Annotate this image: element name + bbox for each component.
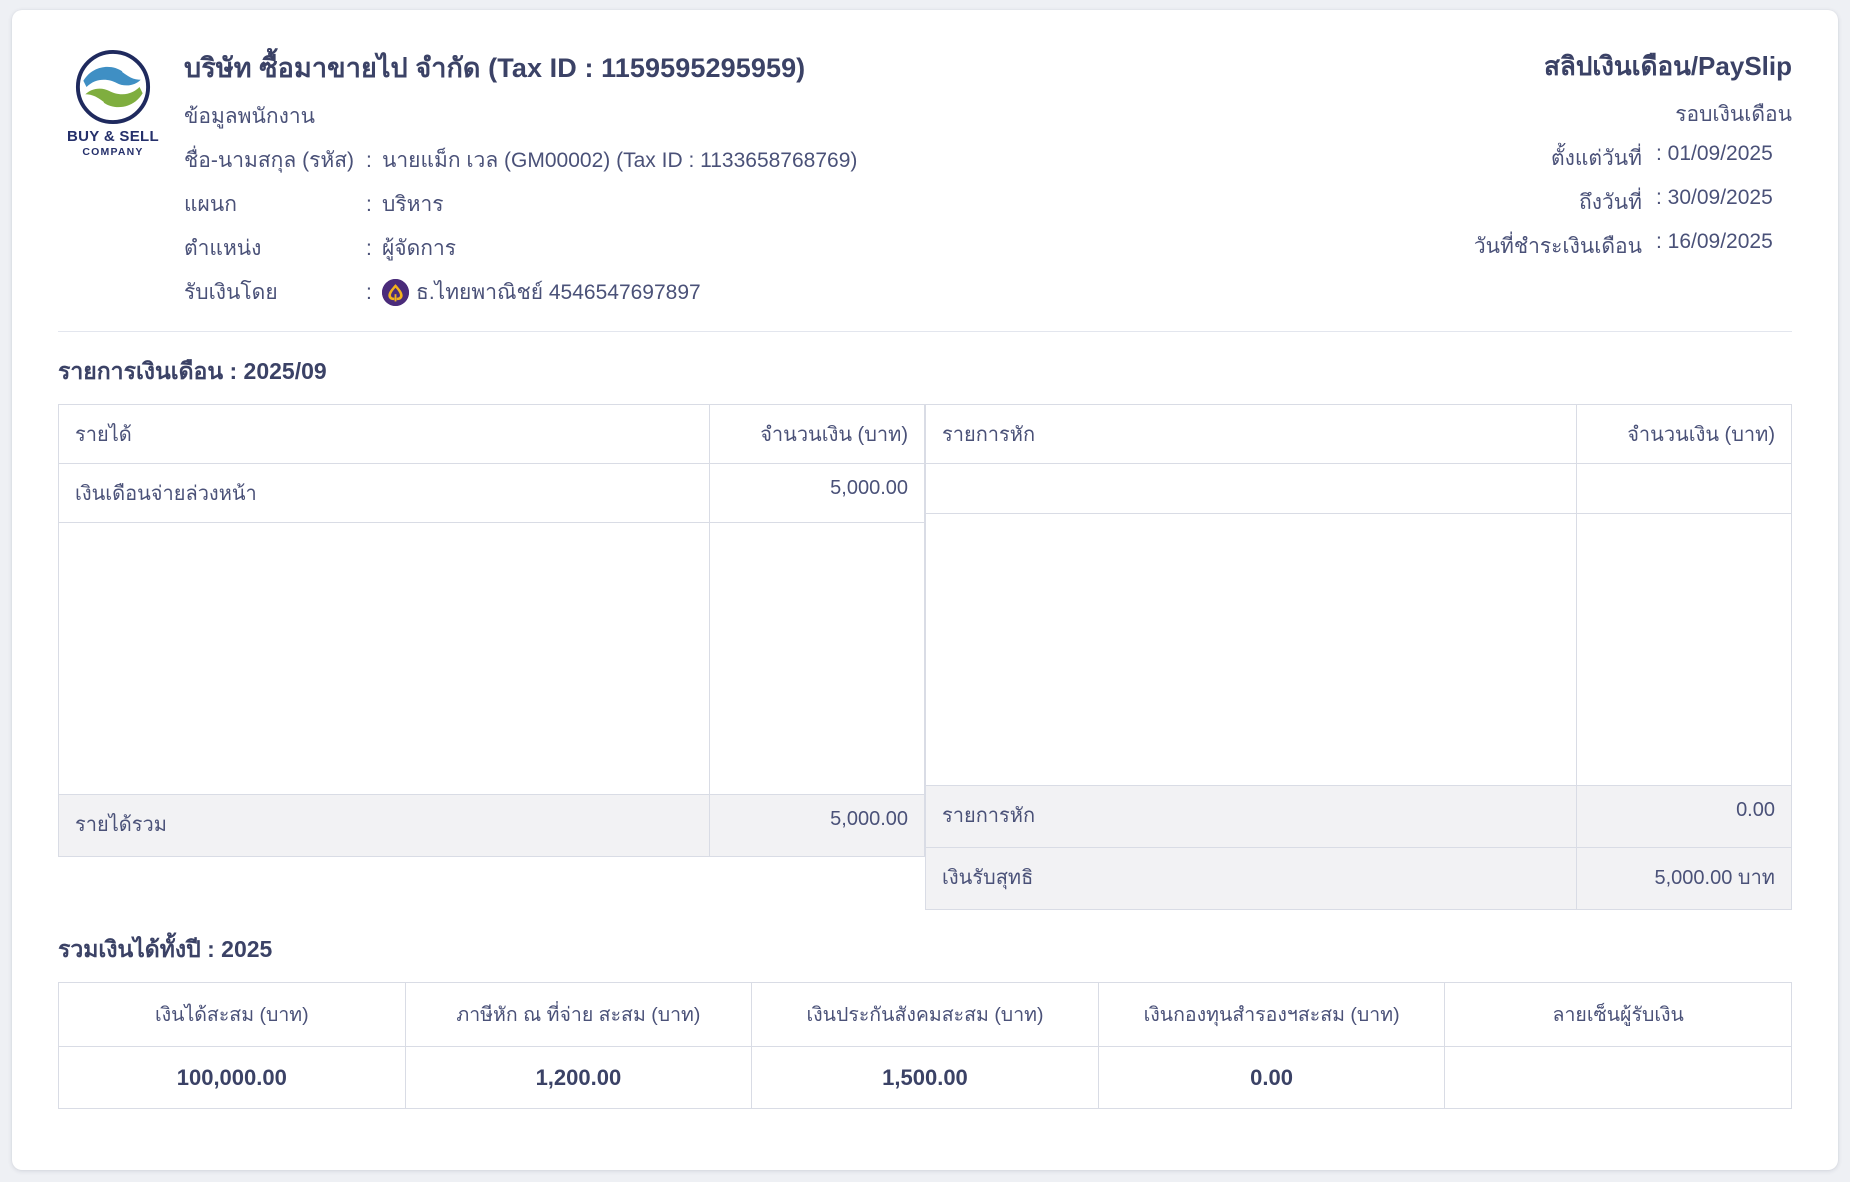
yearly-value-accumulated-provident-fund: 0.00 [1097,1046,1446,1109]
yearly-summary-table: เงินได้สะสม (บาท) ภาษีหัก ณ ที่จ่าย สะสม… [58,982,1792,1109]
yearly-header-accumulated-income: เงินได้สะสม (บาท) [58,982,406,1047]
income-item-description: เงินเดือนจ่ายล่วงหน้า [58,463,710,523]
employee-label-name: ชื่อ-นามสกุล (รหัส) [184,149,355,172]
period-label-to: ถึงวันที่ [1579,191,1642,214]
deduction-table: รายการหัก จำนวนเงิน (บาท) [925,404,1792,910]
employee-value-department-wrap: บริหาร [382,188,444,221]
yearly-header-recipient-signature: ลายเซ็นผู้รับเงิน [1444,982,1792,1047]
signature-cell[interactable] [1444,1046,1792,1109]
two-hands-circle-logo-icon [74,48,152,126]
income-table-header-row: รายได้ จำนวนเงิน (บาท) [58,404,925,464]
yearly-header-accumulated-withholding-tax: ภาษีหัก ณ ที่จ่าย สะสม (บาท) [404,982,753,1047]
deduction-total-amount: 0.00 [1576,785,1792,848]
logo-wordmark-secondary: COMPANY [82,146,144,158]
deduction-filler-cell-left [925,513,1577,786]
company-logo: BUY & SELL COMPANY [58,44,168,158]
deduction-total-row: รายการหัก 0.00 [925,785,1792,848]
employee-value-position-wrap: ผู้จัดการ [382,232,456,265]
net-pay-amount: 5,000.00 บาท [1576,847,1792,910]
yearly-value-accumulated-income: 100,000.00 [58,1046,406,1109]
payslip-title: สลิปเงินเดือน/PaySlip [1544,51,1792,81]
income-table-column: รายได้ จำนวนเงิน (บาท) เงินเดือนจ่ายล่วง… [58,404,925,910]
income-total-amount: 5,000.00 [709,794,925,857]
employee-value-payment-method-wrap: ธ.ไทยพาณิชย์ 4546547697897 [382,276,701,309]
income-filler-cell-left [58,522,710,795]
income-header-description: รายได้ [58,404,710,464]
net-pay-row: เงินรับสุทธิ 5,000.00 บาท [925,847,1792,910]
logo-wordmark-primary: BUY & SELL [67,128,159,145]
deduction-total-label: รายการหัก [925,785,1577,848]
yearly-header-accumulated-social-security: เงินประกันสังคมสะสม (บาท) [751,982,1099,1047]
company-name: บริษัท ซื้อมาขายไป จำกัด (Tax ID : 11595… [184,53,806,83]
income-table: รายได้ จำนวนเงิน (บาท) เงินเดือนจ่ายล่วง… [58,404,925,883]
employee-row-position: ตำแหน่ง : ผู้จัดการ [184,232,857,265]
scb-bank-icon [382,279,409,306]
yearly-section-title: รวมเงินได้ทั้งปี : 2025 [58,936,273,962]
deduction-table-header-row: รายการหัก จำนวนเงิน (บาท) [925,404,1792,464]
income-item-amount: 5,000.00 [709,463,925,523]
deduction-header-amount: จำนวนเงิน (บาท) [1576,404,1792,464]
payslip-period-caption: รอบเงินเดือน [1675,103,1792,126]
employee-colon-name: : [366,148,372,172]
employee-value-department: บริหาร [382,193,444,216]
deduction-table-column: รายการหัก จำนวนเงิน (บาท) [925,404,1792,910]
employee-row-payment-method: รับเงินโดย : ธ.ไทยพาณิชย์ 4546547697897 [184,276,857,309]
period-row-payment-date: วันที่ชำระเงินเดือน : 16/09/2025 [1474,230,1792,263]
income-table-filler-row [58,522,925,795]
period-value-to: : 30/09/2025 [1656,186,1773,209]
yearly-values-row: 100,000.00 1,200.00 1,500.00 0.00 [58,1046,1792,1109]
period-value-from: : 01/09/2025 [1656,142,1773,165]
employee-colon-payment-method: : [366,280,372,304]
deduction-table-filler-row [925,513,1792,786]
yearly-header-row: เงินได้สะสม (บาท) ภาษีหัก ณ ที่จ่าย สะสม… [58,982,1792,1047]
payslip-card: BUY & SELL COMPANY บริษัท ซื้อมาขายไป จำ… [12,10,1838,1170]
employee-colon-department: : [366,192,372,216]
header-left-group: BUY & SELL COMPANY บริษัท ซื้อมาขายไป จำ… [58,44,857,309]
header-divider [58,331,1792,332]
deduction-filler-cell-right [1576,513,1792,786]
deduction-item-amount [1576,463,1792,514]
yearly-header-accumulated-provident-fund: เงินกองทุนสำรองฯสะสม (บาท) [1097,982,1446,1047]
income-filler-cell-right [709,522,925,795]
net-pay-label: เงินรับสุทธิ [925,847,1577,910]
employee-label-department: แผนก [184,193,237,216]
income-total-row: รายได้รวม 5,000.00 [58,794,925,857]
employee-label-payment-method: รับเงินโดย [184,281,278,304]
deduction-item-description [925,463,1577,514]
company-and-employee-info: บริษัท ซื้อมาขายไป จำกัด (Tax ID : 11595… [168,44,857,309]
period-value-payment-date: : 16/09/2025 [1656,230,1773,253]
yearly-value-accumulated-social-security: 1,500.00 [751,1046,1099,1109]
period-label-payment-date: วันที่ชำระเงินเดือน [1473,235,1642,258]
employee-value-position: ผู้จัดการ [382,237,457,260]
employee-row-name: ชื่อ-นามสกุล (รหัส) : นายแม็ก เวล (GM000… [184,144,857,177]
income-net-blank-left [58,856,710,883]
payslip-header: BUY & SELL COMPANY บริษัท ซื้อมาขายไป จำ… [58,44,1792,309]
employee-colon-position: : [366,236,372,260]
employee-row-department: แผนก : บริหาร [184,188,857,221]
period-row-from: ตั้งแต่วันที่ : 01/09/2025 [1474,142,1792,175]
employee-value-name: นายแม็ก เวล (GM00002) (Tax ID : 11336587… [382,149,858,172]
deduction-header-description: รายการหัก [925,404,1577,464]
employee-label-position: ตำแหน่ง [184,237,262,260]
income-total-label: รายได้รวม [58,794,710,857]
employee-info-caption: ข้อมูลพนักงาน [184,105,315,128]
payslip-period-block: สลิปเงินเดือน/PaySlip รอบเงินเดือน ตั้งแ… [1474,44,1792,263]
table-row [925,463,1792,514]
table-row: เงินเดือนจ่ายล่วงหน้า 5,000.00 [58,463,925,523]
income-net-spacer-row [58,856,925,883]
yearly-value-accumulated-withholding-tax: 1,200.00 [404,1046,753,1109]
monthly-section-title: รายการเงินเดือน : 2025/09 [58,358,327,384]
income-header-amount: จำนวนเงิน (บาท) [709,404,925,464]
employee-value-payment-method: ธ.ไทยพาณิชย์ 4546547697897 [416,281,701,304]
period-row-to: ถึงวันที่ : 30/09/2025 [1474,186,1792,219]
employee-value-name-wrap: นายแม็ก เวล (GM00002) (Tax ID : 11336587… [382,144,857,177]
monthly-tables-group: รายได้ จำนวนเงิน (บาท) เงินเดือนจ่ายล่วง… [58,404,1792,910]
income-net-blank-right [709,856,925,883]
period-label-from: ตั้งแต่วันที่ [1550,147,1642,170]
